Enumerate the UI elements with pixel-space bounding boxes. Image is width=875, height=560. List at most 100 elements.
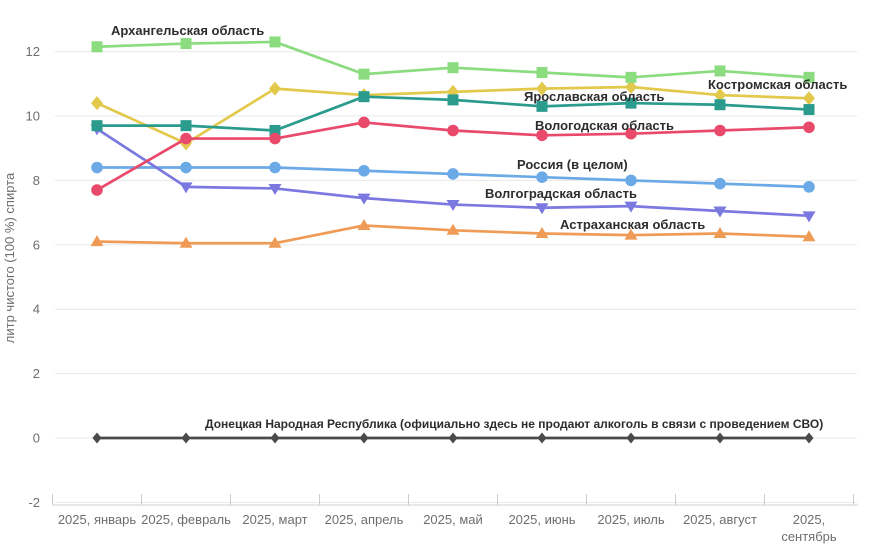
y-tick-label--2: -2 (28, 495, 40, 510)
data-point-kostromskaya-2[interactable] (269, 81, 281, 96)
data-point-arkhangelskaya-6[interactable] (625, 71, 637, 83)
x-tick-label-4: 2025, май (423, 512, 483, 527)
data-point-arkhangelskaya-1[interactable] (180, 38, 192, 50)
series-name-label-astrakhanskaya: Астраханская область (560, 217, 705, 232)
series-yaroslavskaya (91, 91, 815, 136)
data-point-arkhangelskaya-7[interactable] (714, 65, 726, 77)
series-name-label-russia: Россия (в целом) (517, 157, 628, 172)
data-point-russia-7[interactable] (714, 177, 726, 190)
data-point-yaroslavskaya-2[interactable] (269, 124, 281, 136)
data-point-vologodskaya-5[interactable] (536, 129, 548, 142)
y-tick-label-10: 10 (26, 109, 40, 124)
data-point-vologodskaya-3[interactable] (358, 116, 370, 129)
data-point-dnr-5[interactable] (537, 432, 547, 444)
data-point-astrakhanskaya-8[interactable] (802, 230, 816, 242)
data-point-volgogradskaya-7[interactable] (713, 206, 727, 218)
series-name-label-volgogradskaya: Волгоградская область (485, 186, 637, 201)
data-point-astrakhanskaya-2[interactable] (268, 236, 282, 248)
data-point-volgogradskaya-8[interactable] (802, 211, 816, 223)
series-astrakhanskaya (90, 218, 816, 248)
data-point-dnr-2[interactable] (270, 432, 280, 444)
data-point-vologodskaya-6[interactable] (625, 127, 637, 140)
data-point-vologodskaya-4[interactable] (447, 124, 459, 137)
data-point-vologodskaya-0[interactable] (91, 184, 103, 196)
data-point-astrakhanskaya-4[interactable] (446, 223, 460, 235)
series-dnr (92, 432, 814, 444)
data-point-kostromskaya-8[interactable] (803, 91, 815, 106)
series-arkhangelskaya (91, 36, 815, 83)
x-tick-label-1: 2025, февраль (141, 512, 231, 527)
y-tick-label-0: 0 (33, 431, 40, 446)
data-point-volgogradskaya-1[interactable] (179, 182, 193, 194)
data-point-vologodskaya-1[interactable] (180, 132, 192, 145)
data-point-vologodskaya-7[interactable] (714, 124, 726, 137)
y-tick-label-4: 4 (33, 302, 40, 317)
data-point-arkhangelskaya-2[interactable] (269, 36, 281, 48)
series-name-label-yaroslavskaya: Ярославская область (524, 89, 664, 104)
data-point-dnr-3[interactable] (359, 432, 369, 444)
data-point-volgogradskaya-6[interactable] (624, 201, 638, 213)
gridlines (55, 51, 857, 503)
series-layer (90, 36, 816, 444)
data-point-arkhangelskaya-0[interactable] (91, 41, 103, 53)
data-point-yaroslavskaya-0[interactable] (91, 120, 103, 132)
data-point-arkhangelskaya-5[interactable] (536, 67, 548, 79)
data-point-yaroslavskaya-8[interactable] (803, 104, 815, 116)
data-point-dnr-0[interactable] (92, 432, 102, 444)
data-point-dnr-1[interactable] (181, 432, 191, 444)
data-point-dnr-8[interactable] (804, 432, 814, 444)
data-point-astrakhanskaya-6[interactable] (624, 228, 638, 240)
data-point-yaroslavskaya-7[interactable] (714, 99, 726, 111)
data-point-kostromskaya-5[interactable] (536, 81, 548, 96)
data-point-arkhangelskaya-8[interactable] (803, 71, 815, 83)
x-tick-label-7: 2025, август (683, 512, 757, 527)
data-point-russia-0[interactable] (91, 161, 103, 174)
data-point-dnr-6[interactable] (626, 432, 636, 444)
series-name-label-vologodskaya: Вологодская область (535, 118, 674, 133)
data-point-russia-5[interactable] (536, 171, 548, 183)
data-point-astrakhanskaya-3[interactable] (357, 218, 371, 230)
data-point-astrakhanskaya-0[interactable] (90, 235, 104, 247)
data-point-russia-6[interactable] (625, 174, 637, 187)
series-russia (91, 161, 815, 193)
y-axis-title: литр чистого (100 %) спирта (2, 172, 17, 343)
data-point-astrakhanskaya-7[interactable] (713, 227, 727, 239)
data-point-volgogradskaya-3[interactable] (357, 193, 371, 205)
data-point-russia-3[interactable] (358, 164, 370, 177)
data-point-yaroslavskaya-5[interactable] (536, 100, 548, 112)
data-point-dnr-7[interactable] (715, 432, 725, 444)
x-tick-label-5: 2025, июнь (508, 512, 575, 527)
x-tick-label-3: 2025, апрель (325, 512, 404, 527)
data-point-russia-4[interactable] (447, 168, 459, 180)
data-point-yaroslavskaya-4[interactable] (447, 94, 459, 106)
data-point-arkhangelskaya-4[interactable] (447, 62, 459, 74)
x-tick-label-6: 2025, июль (597, 512, 664, 527)
data-point-russia-2[interactable] (269, 161, 281, 174)
data-point-dnr-4[interactable] (448, 432, 458, 444)
x-tick-label-8: 2025, сентябрь (781, 512, 837, 544)
y-axis: -2 0 2 4 6 8 10 12 литр чистого (100 %) спирта (2, 44, 40, 510)
data-point-vologodskaya-2[interactable] (269, 132, 281, 145)
data-point-kostromskaya-7[interactable] (714, 88, 726, 103)
data-point-volgogradskaya-5[interactable] (535, 203, 549, 215)
data-point-vologodskaya-8[interactable] (803, 121, 815, 134)
data-point-astrakhanskaya-1[interactable] (179, 236, 193, 248)
data-point-astrakhanskaya-5[interactable] (535, 227, 549, 239)
data-point-volgogradskaya-2[interactable] (268, 183, 282, 195)
data-point-yaroslavskaya-3[interactable] (358, 91, 370, 103)
data-point-yaroslavskaya-1[interactable] (180, 120, 192, 132)
x-tick-label-0: 2025, январь (58, 512, 137, 527)
series-name-label-arkhangelskaya: Архангельская область (111, 23, 264, 38)
data-point-arkhangelskaya-3[interactable] (358, 68, 370, 80)
data-point-volgogradskaya-4[interactable] (446, 200, 460, 212)
data-point-kostromskaya-0[interactable] (91, 96, 103, 111)
data-point-russia-8[interactable] (803, 181, 815, 193)
data-point-russia-1[interactable] (180, 161, 192, 174)
data-point-kostromskaya-6[interactable] (625, 80, 637, 95)
data-point-yaroslavskaya-6[interactable] (625, 97, 637, 109)
y-tick-label-2: 2 (33, 366, 40, 381)
x-axis: 2025, январь 2025, февраль 2025, март 2025,… (52, 494, 858, 544)
y-tick-label-12: 12 (26, 44, 40, 59)
